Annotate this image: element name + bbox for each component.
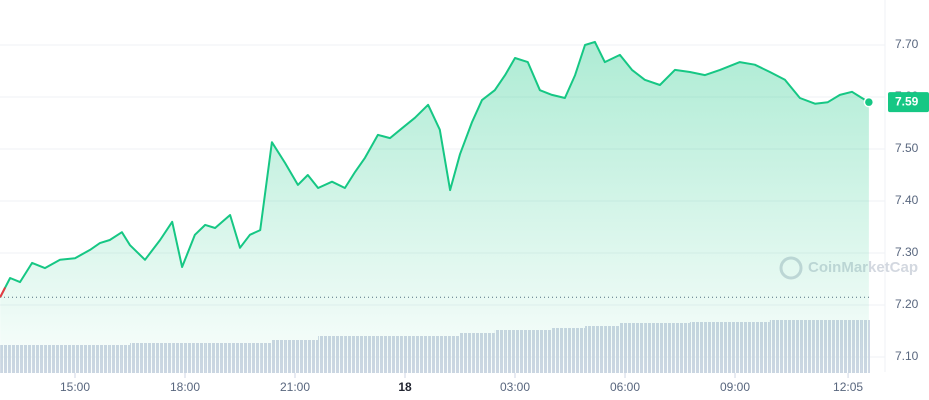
area bbox=[0, 41, 869, 374]
y-tick-label: 7.10 bbox=[895, 349, 919, 363]
x-tick-label: 06:00 bbox=[610, 380, 640, 394]
x-tick-label: 15:00 bbox=[60, 380, 90, 394]
price-line-below bbox=[0, 287, 7, 298]
last-point bbox=[863, 96, 875, 108]
x-tick-label: 18 bbox=[398, 380, 412, 394]
y-tick-label: 7.20 bbox=[895, 297, 919, 311]
y-tick-label: 7.30 bbox=[895, 245, 919, 259]
x-tick-label: 18:00 bbox=[170, 380, 200, 394]
price-line bbox=[0, 40, 870, 298]
last-price-badge bbox=[888, 92, 929, 113]
x-tick-label: 03:00 bbox=[500, 380, 530, 394]
x-tick-label: 12:05 bbox=[833, 380, 863, 394]
y-tick-label: 7.40 bbox=[895, 193, 919, 207]
volume-bar bbox=[868, 320, 870, 373]
y-tick-label: 7.50 bbox=[895, 141, 919, 155]
x-tick-label: 21:00 bbox=[280, 380, 310, 394]
last-price-label: 7.59 bbox=[895, 94, 919, 108]
y-tick-label: 7.70 bbox=[895, 37, 919, 51]
x-tick-label: 09:00 bbox=[720, 380, 750, 394]
